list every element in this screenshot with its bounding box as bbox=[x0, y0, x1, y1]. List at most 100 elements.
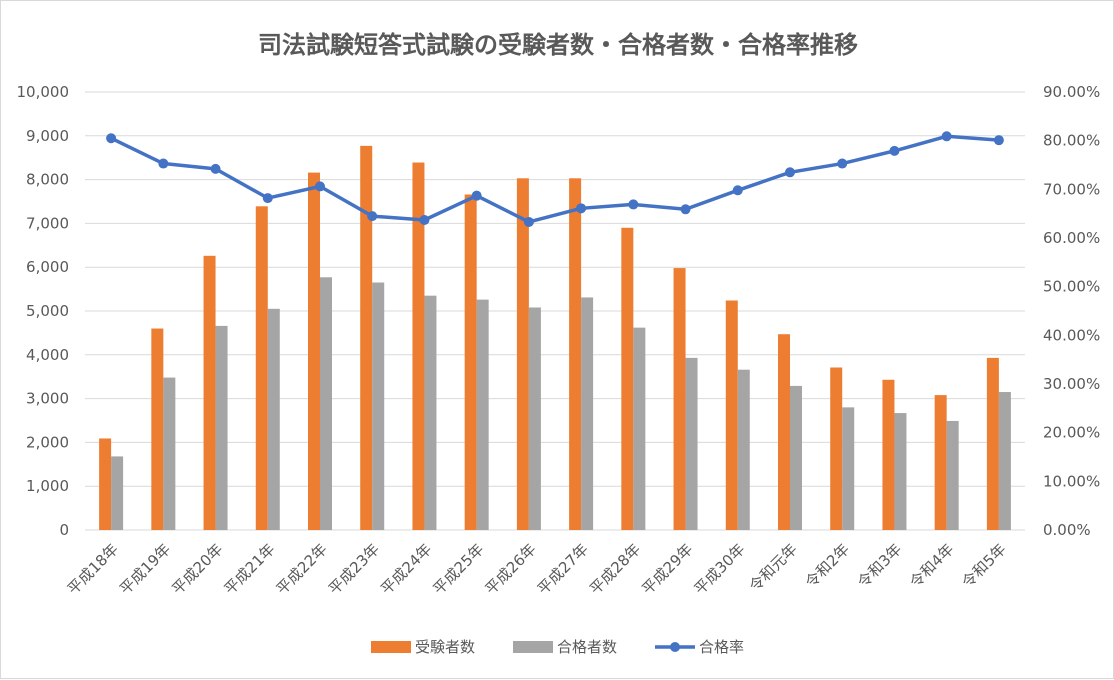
bars bbox=[99, 145, 1011, 531]
bar-examinees bbox=[464, 194, 477, 530]
right-axis: 0.00% 10.00% 20.00% 30.00% 40.00% 50.00% 60.00… bbox=[1043, 83, 1100, 539]
x-axis-tick-label: 平成28年 bbox=[586, 540, 644, 598]
bar-passers bbox=[894, 413, 907, 530]
x-axis-tick-label: 平成19年 bbox=[116, 540, 174, 598]
bar-passers bbox=[998, 392, 1011, 530]
x-axis-tick-label: 平成24年 bbox=[377, 540, 435, 598]
rate-point bbox=[419, 214, 430, 225]
x-axis-tick-label: 平成18年 bbox=[64, 540, 122, 598]
bar-examinees bbox=[151, 328, 164, 530]
right-axis-tick-label: 0.00% bbox=[1043, 521, 1091, 539]
bar-examinees bbox=[203, 255, 216, 530]
bar-examinees bbox=[569, 178, 582, 530]
left-axis-tick-label: 2,000 bbox=[26, 433, 69, 451]
bar-examinees bbox=[255, 206, 268, 530]
rate-point bbox=[106, 133, 117, 144]
left-axis-tick-label: 1,000 bbox=[26, 477, 69, 495]
rate-point bbox=[732, 185, 743, 196]
x-axis-tick-label: 令和2年 bbox=[802, 540, 853, 591]
bar-examinees bbox=[673, 268, 686, 530]
x-axis-tick-label: 平成21年 bbox=[221, 540, 279, 598]
rate-point bbox=[523, 216, 534, 227]
bar-examinees bbox=[934, 395, 947, 530]
right-axis-tick-label: 90.00% bbox=[1043, 83, 1100, 101]
rate-point bbox=[576, 203, 587, 214]
x-axis-tick-label: 平成26年 bbox=[482, 540, 540, 598]
bar-passers bbox=[946, 420, 959, 530]
right-axis-tick-label: 20.00% bbox=[1043, 424, 1100, 442]
rate-point bbox=[680, 204, 691, 215]
x-axis: 平成18年平成19年平成20年平成21年平成22年平成23年平成24年平成25年… bbox=[64, 540, 1010, 598]
rate-point bbox=[158, 158, 169, 169]
left-axis-tick-label: 10,000 bbox=[17, 83, 70, 101]
rate-point bbox=[315, 181, 325, 192]
bar-passers bbox=[372, 282, 385, 530]
rate-point bbox=[628, 199, 639, 210]
x-axis-tick-label: 平成22年 bbox=[273, 540, 331, 598]
bar-passers bbox=[215, 325, 228, 530]
bar-examinees bbox=[99, 438, 112, 530]
legend-marker bbox=[670, 642, 680, 652]
rate-line-path bbox=[110, 134, 1000, 224]
left-axis-tick-label: 0 bbox=[59, 521, 69, 539]
rate-point bbox=[210, 163, 221, 174]
x-axis-tick-label: 平成20年 bbox=[168, 540, 226, 598]
gridlines bbox=[85, 91, 1025, 531]
left-axis-tick-label: 7,000 bbox=[26, 214, 69, 232]
bar-examinees bbox=[412, 162, 425, 530]
right-axis-tick-label: 80.00% bbox=[1043, 132, 1100, 150]
bar-passers bbox=[424, 295, 437, 530]
bar-examinees bbox=[830, 367, 843, 530]
x-axis-tick-label: 令和元年 bbox=[746, 540, 801, 595]
bar-passers bbox=[476, 299, 489, 530]
bar-passers bbox=[737, 369, 750, 530]
bar-passers bbox=[842, 407, 855, 530]
rate-point bbox=[471, 190, 482, 201]
rate-point bbox=[837, 158, 848, 169]
rate-point bbox=[993, 135, 1004, 146]
bar-passers bbox=[685, 357, 698, 530]
legend-swatch bbox=[513, 641, 553, 653]
legend: 受験者数 合格者数 合格率 bbox=[371, 638, 744, 656]
x-axis-tick-label: 平成25年 bbox=[429, 540, 487, 598]
rate-line bbox=[106, 131, 1004, 227]
x-axis-tick-label: 平成23年 bbox=[325, 540, 383, 598]
left-axis-tick-label: 4,000 bbox=[26, 346, 69, 364]
bar-passers bbox=[581, 297, 594, 530]
bar-examinees bbox=[621, 227, 634, 530]
right-axis-tick-label: 10.00% bbox=[1043, 472, 1100, 490]
legend-label: 合格率 bbox=[699, 638, 744, 656]
left-axis-tick-label: 9,000 bbox=[26, 127, 69, 145]
bar-examinees bbox=[882, 379, 895, 530]
x-axis-tick-label: 令和5年 bbox=[958, 540, 1009, 591]
left-axis-tick-label: 5,000 bbox=[26, 302, 69, 320]
bar-passers bbox=[528, 307, 541, 530]
bar-passers bbox=[267, 308, 280, 530]
bar-examinees bbox=[986, 357, 999, 530]
left-axis-tick-label: 6,000 bbox=[26, 258, 69, 276]
legend-label: 受験者数 bbox=[415, 638, 475, 656]
rate-point bbox=[941, 131, 952, 142]
bar-passers bbox=[790, 385, 802, 530]
x-axis-tick-label: 平成27年 bbox=[534, 540, 592, 598]
x-axis-tick-label: 令和3年 bbox=[854, 540, 905, 591]
bar-passers bbox=[163, 377, 176, 530]
right-axis-tick-label: 70.00% bbox=[1043, 180, 1100, 198]
rate-point bbox=[785, 167, 795, 178]
rate-point bbox=[889, 145, 900, 156]
x-axis-tick-label: 令和4年 bbox=[906, 540, 957, 591]
bar-examinees bbox=[516, 178, 529, 530]
rate-point bbox=[262, 193, 273, 204]
rate-point bbox=[367, 211, 378, 222]
right-axis-tick-label: 50.00% bbox=[1043, 278, 1100, 296]
bar-examinees bbox=[725, 300, 738, 530]
left-axis-tick-label: 8,000 bbox=[26, 171, 69, 189]
bar-examinees bbox=[360, 145, 373, 530]
right-axis-tick-label: 60.00% bbox=[1043, 229, 1100, 247]
bar-passers bbox=[111, 456, 124, 530]
left-axis: 0 1,000 2,000 3,000 4,000 5,000 6,000 7,000 8,00… bbox=[17, 83, 70, 539]
bar-passers bbox=[320, 277, 332, 530]
right-axis-tick-label: 30.00% bbox=[1043, 375, 1100, 393]
